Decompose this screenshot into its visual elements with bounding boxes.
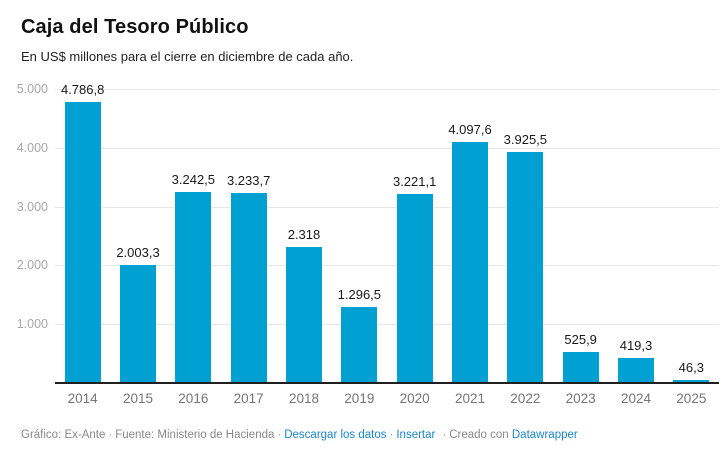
bar-value-label: 4.097,6 [448, 122, 492, 138]
bar-value-label: 2.003,3 [116, 245, 160, 261]
bar-2016[interactable] [175, 192, 212, 383]
y-tick-label: 1.000 [16, 317, 48, 332]
y-tick-label: 2.000 [16, 258, 48, 273]
x-tick-label: 2019 [344, 391, 375, 406]
chart-subtitle: En US$ millones para el cierre en diciem… [21, 49, 354, 64]
footer-created-with: Creado con [449, 429, 509, 441]
bar-value-label: 4.786,8 [60, 81, 105, 97]
footer-separator: · [389, 429, 394, 441]
bar-2021[interactable] [452, 142, 488, 383]
bar-2014[interactable] [64, 101, 101, 383]
bar-value-label: 525,9 [564, 332, 597, 348]
y-tick-label: 5.000 [16, 82, 48, 96]
y-tick-label: 4.000 [16, 140, 48, 155]
x-tick-label: 2014 [67, 391, 98, 406]
footer-source: Fuente: Ministerio de Hacienda [115, 429, 275, 441]
footer-byline: Gráfico: Ex-Ante [21, 429, 106, 441]
bar-value-label: 2.318 [287, 226, 321, 242]
bar-2023[interactable] [562, 352, 599, 383]
x-axis-baseline [55, 382, 719, 384]
y-gridline [55, 89, 719, 90]
x-tick-label: 2025 [676, 391, 707, 406]
bar-value-label: 419,3 [619, 338, 653, 354]
bar-value-label: 1.296,5 [337, 286, 382, 302]
y-gridline [55, 147, 719, 149]
x-tick-label: 2022 [510, 391, 541, 406]
bar-2022[interactable] [507, 152, 544, 383]
chart-footer: Gráfico: Ex-Ante · Fuente: Ministerio de H… [21, 429, 578, 441]
bar-value-label: 3.233,7 [226, 172, 271, 188]
datawrapper-link[interactable]: Datawrapper [511, 429, 578, 441]
bar-chart: 1.000 2.000 3.000 4.000 5.000 4.786,8 2014 2.00… [0, 81, 726, 414]
embed-link[interactable]: Insertar [396, 429, 436, 441]
y-gridline [55, 324, 719, 326]
y-gridline [55, 265, 719, 267]
bar-2024[interactable] [618, 358, 654, 383]
bar-2025[interactable] [673, 380, 710, 383]
bar-2015[interactable] [120, 265, 156, 383]
y-tick-label: 3.000 [16, 199, 48, 214]
x-tick-label: 2020 [399, 391, 430, 406]
footer-separator: · [277, 429, 282, 441]
bar-value-label: 3.925,5 [503, 132, 548, 148]
y-gridline [55, 206, 719, 208]
footer-separator: · [442, 429, 447, 441]
bar-2019[interactable] [341, 306, 378, 383]
footer-separator: · [108, 429, 113, 441]
chart-title: Caja del Tesoro Público [21, 16, 249, 38]
download-data-link[interactable]: Descargar los datos [284, 429, 387, 441]
x-tick-label: 2016 [178, 391, 209, 406]
bar-value-label: 3.242,5 [171, 172, 216, 188]
x-tick-label: 2023 [565, 391, 596, 406]
bar-2017[interactable] [230, 192, 267, 383]
bar-value-label: 3.221,1 [392, 173, 437, 189]
x-tick-label: 2018 [288, 391, 320, 406]
x-tick-label: 2017 [233, 391, 264, 406]
x-tick-label: 2021 [454, 391, 486, 406]
bar-value-label: 46,3 [678, 360, 704, 376]
x-tick-label: 2015 [122, 391, 154, 406]
bar-2018[interactable] [286, 246, 322, 383]
x-tick-label: 2024 [620, 391, 652, 406]
bar-2020[interactable] [396, 193, 433, 383]
